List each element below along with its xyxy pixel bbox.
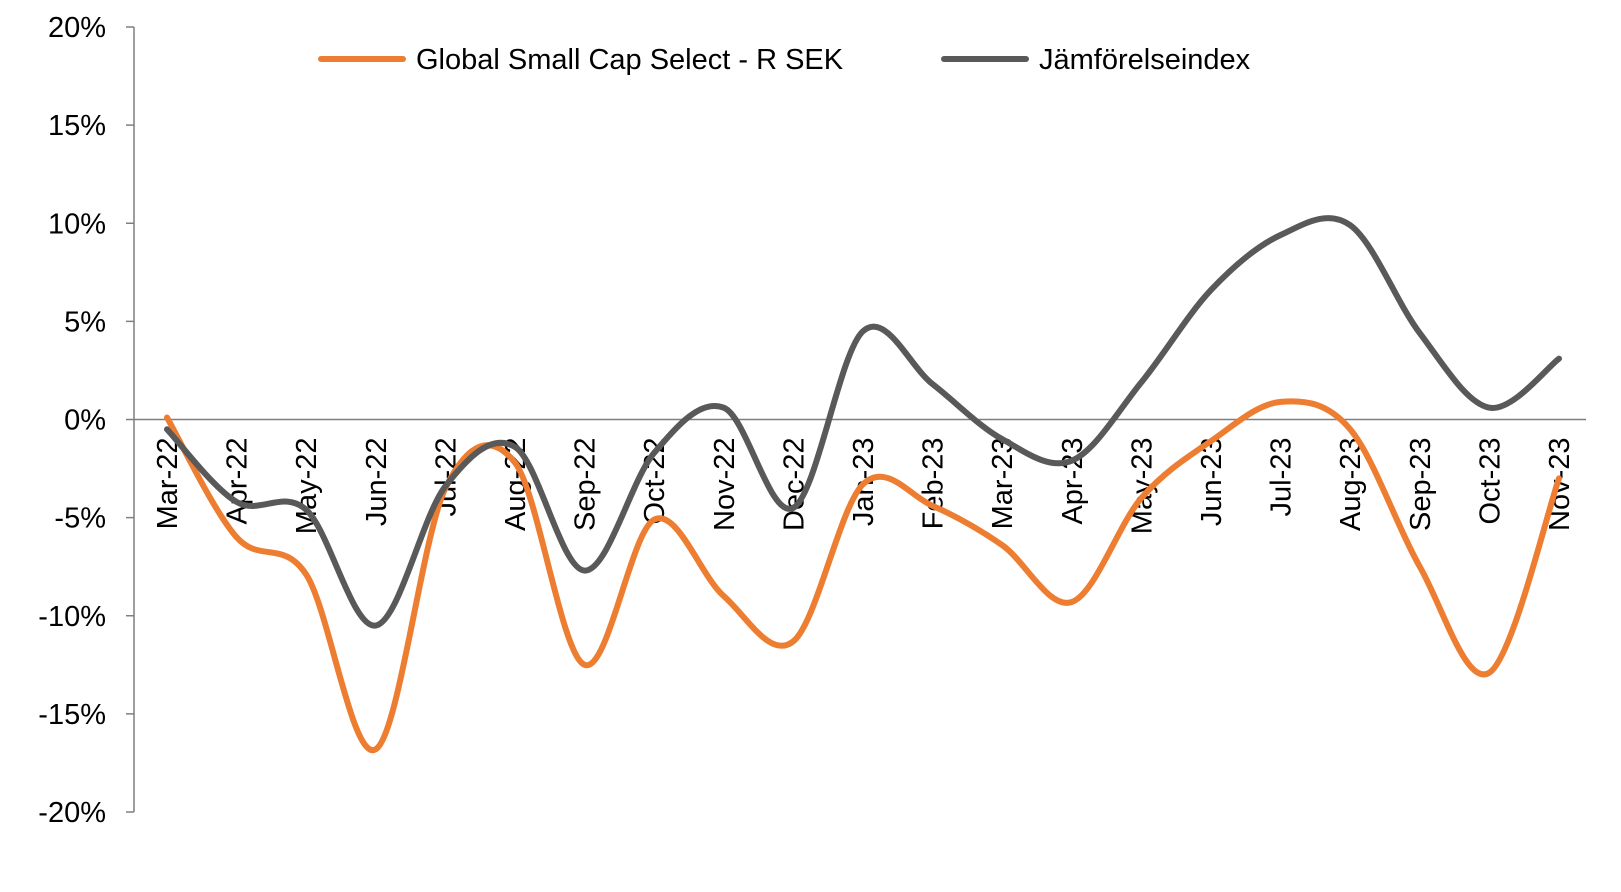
y-tick-label: 20% bbox=[48, 12, 106, 44]
y-tick-label: -20% bbox=[38, 797, 106, 829]
y-tick-label: -5% bbox=[54, 503, 106, 535]
x-tick-label: Apr-22 bbox=[222, 438, 254, 525]
x-tick-label: Sep-23 bbox=[1405, 438, 1437, 532]
x-tick-label: May-22 bbox=[291, 438, 323, 535]
x-tick-label: Mar-23 bbox=[987, 437, 1019, 529]
y-axis: -20% -15% -10% -5% 0% 5% 10% 15% 20% bbox=[38, 12, 135, 829]
x-tick-label: Mar-22 bbox=[152, 438, 184, 530]
x-tick-label: Nov-22 bbox=[709, 438, 741, 532]
x-axis: Mar-22 Apr-22 May-22 Jun-22 Jul-22 Aug-22 Sep-… bbox=[134, 418, 1586, 535]
legend: Global Small Cap Select - R SEK Jämförels… bbox=[318, 44, 1251, 76]
y-tick-label: -15% bbox=[38, 699, 106, 731]
y-tick-label: 10% bbox=[48, 208, 106, 240]
series-line-fund bbox=[164, 398, 1562, 753]
y-tick-label: 0% bbox=[64, 405, 106, 437]
x-tick-label: Aug-23 bbox=[1335, 438, 1367, 532]
series-line-benchmark bbox=[164, 215, 1562, 629]
y-tick-label: 15% bbox=[48, 110, 106, 142]
series-lines bbox=[164, 215, 1562, 753]
x-tick-label: Oct-23 bbox=[1474, 438, 1506, 525]
x-tick-label: Jun-23 bbox=[1196, 438, 1228, 527]
x-tick-label: Jul-23 bbox=[1266, 438, 1298, 517]
x-tick-label: Sep-22 bbox=[570, 438, 602, 532]
legend-label: Jämförelseindex bbox=[1039, 44, 1251, 76]
x-tick-label: Feb-23 bbox=[918, 438, 950, 530]
y-tick-label: 5% bbox=[64, 306, 106, 338]
legend-label: Global Small Cap Select - R SEK bbox=[416, 44, 844, 76]
y-tick-label: -10% bbox=[38, 601, 106, 633]
x-tick-label: Jun-22 bbox=[361, 438, 393, 527]
